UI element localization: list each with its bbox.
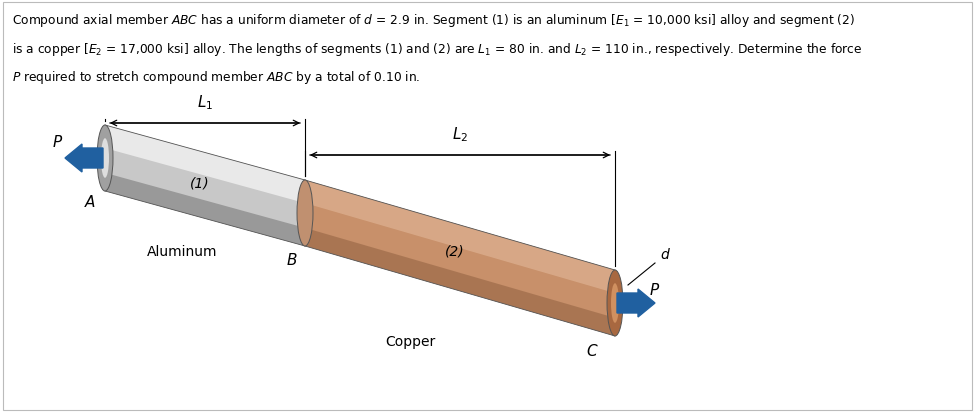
Text: (2): (2) (446, 244, 465, 259)
Text: $P$: $P$ (53, 134, 63, 150)
FancyArrow shape (65, 145, 103, 173)
Polygon shape (305, 228, 615, 336)
Text: $d$: $d$ (660, 247, 671, 261)
Ellipse shape (101, 139, 109, 178)
Ellipse shape (297, 180, 313, 247)
FancyArrow shape (617, 289, 655, 317)
Text: $L_2$: $L_2$ (452, 125, 468, 144)
Text: $B$: $B$ (287, 252, 297, 267)
Polygon shape (105, 126, 305, 247)
Polygon shape (305, 180, 615, 336)
Text: $A$: $A$ (84, 194, 97, 209)
Text: $P$: $P$ (649, 281, 661, 297)
Polygon shape (105, 126, 305, 204)
Text: $L_1$: $L_1$ (197, 93, 214, 112)
Text: $P$ required to stretch compound member $ABC$ by a total of 0.10 in.: $P$ required to stretch compound member … (12, 69, 420, 86)
Text: (1): (1) (190, 177, 210, 190)
Text: $C$: $C$ (586, 342, 599, 358)
Polygon shape (305, 180, 615, 293)
Ellipse shape (97, 126, 113, 192)
Text: is a copper [$E_2$ = 17,000 ksi] alloy. The lengths of segments (1) and (2) are : is a copper [$E_2$ = 17,000 ksi] alloy. … (12, 40, 863, 57)
Ellipse shape (611, 283, 619, 323)
Text: Copper: Copper (385, 334, 435, 348)
Polygon shape (105, 173, 305, 247)
Text: Compound axial member $ABC$ has a uniform diameter of $d$ = 2.9 in. Segment (1) : Compound axial member $ABC$ has a unifor… (12, 12, 855, 29)
Ellipse shape (607, 271, 623, 336)
Text: Aluminum: Aluminum (147, 244, 217, 259)
